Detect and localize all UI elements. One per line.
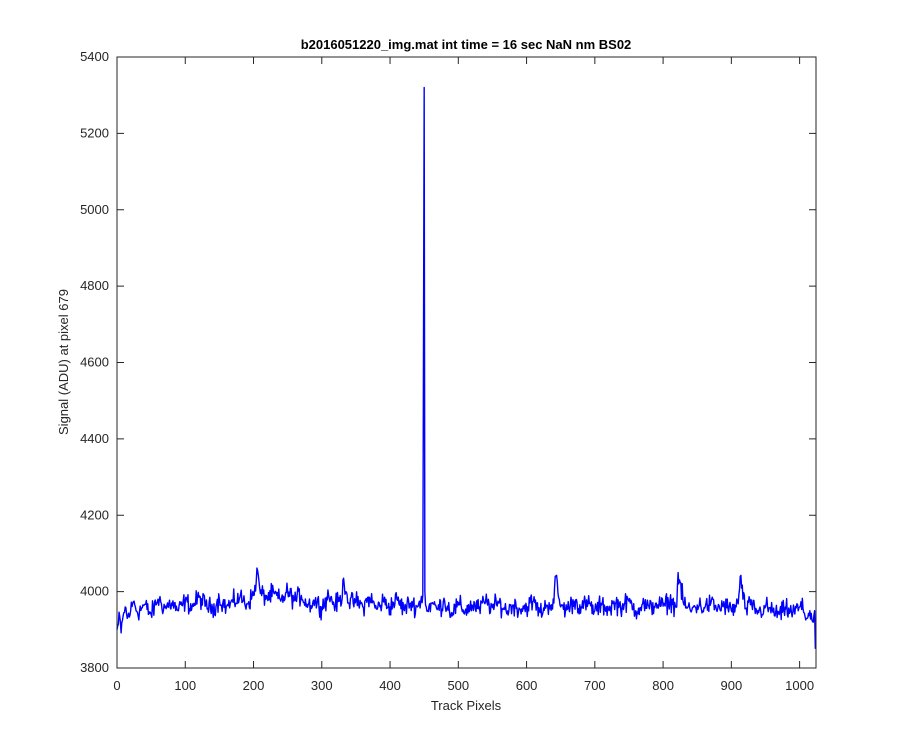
y-tick-label: 4200 <box>80 507 109 522</box>
x-axis-label: Track Pixels <box>431 698 502 713</box>
series-line <box>116 86 817 649</box>
x-tick-label: 200 <box>243 678 265 693</box>
x-tick-label: 300 <box>311 678 333 693</box>
y-tick-label: 5000 <box>80 202 109 217</box>
y-tick-label: 5200 <box>80 125 109 140</box>
y-axis-label: Signal (ADU) at pixel 679 <box>56 289 71 435</box>
x-tick-label: 100 <box>174 678 196 693</box>
x-tick-label: 0 <box>113 678 120 693</box>
x-tick-label: 400 <box>379 678 401 693</box>
plot-area <box>117 57 816 668</box>
x-tick-label: 500 <box>447 678 469 693</box>
x-tick-label: 800 <box>652 678 674 693</box>
y-tick-label: 4600 <box>80 355 109 370</box>
x-tick-label: 600 <box>516 678 538 693</box>
y-tick-label: 4400 <box>80 431 109 446</box>
x-tick-label: 900 <box>721 678 743 693</box>
series-layer <box>116 86 817 649</box>
y-tick-label: 4000 <box>80 584 109 599</box>
y-tick-label: 5400 <box>80 49 109 64</box>
y-tick-label: 4800 <box>80 278 109 293</box>
x-axis: 0 100 200 300 400 500 600 700 800 900 1000 <box>113 57 814 693</box>
x-tick-label: 700 <box>584 678 606 693</box>
y-axis: 3800 4000 4200 4400 4600 4800 5000 5200 5400 <box>80 49 816 675</box>
y-tick-label: 3800 <box>80 660 109 675</box>
x-tick-label: 1000 <box>785 678 814 693</box>
chart-title: b2016051220_img.mat int time = 16 sec Na… <box>301 37 632 52</box>
